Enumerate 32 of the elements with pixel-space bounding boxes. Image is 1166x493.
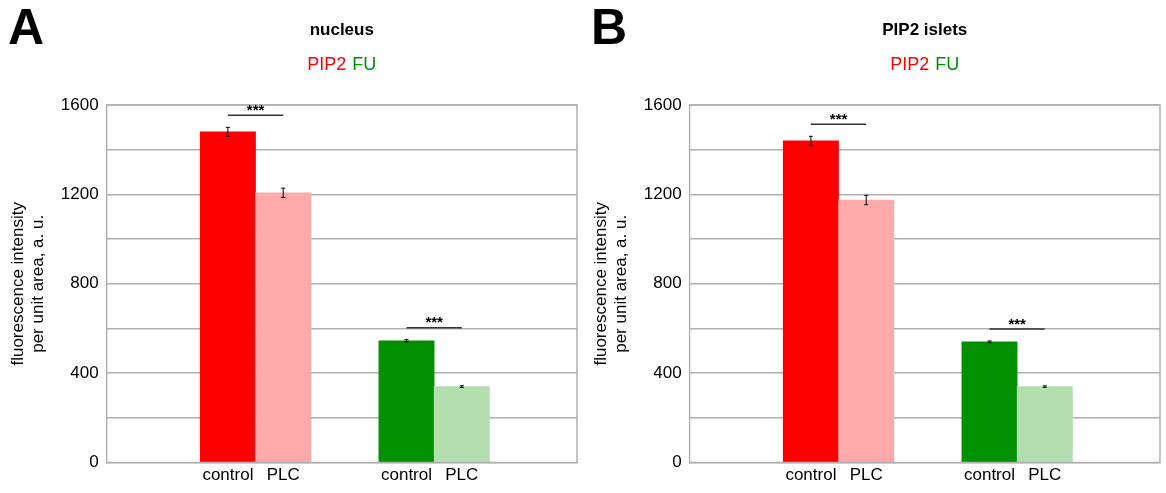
y-tick-label: 1200 [643,184,682,204]
text: PIP2 [890,54,930,74]
y-tick-label: 1600 [60,94,99,114]
text: FU [935,54,960,74]
text: PIP2 [307,54,347,74]
annotation: *** [246,100,265,118]
annotation: *** [425,313,444,331]
text: A [8,0,45,55]
y-tick-label: 400 [70,362,99,382]
chart-title: PIP2 islets [882,20,968,40]
annotation: *** [1008,314,1027,332]
y-tick-label: 800 [70,273,99,293]
text: B [591,0,628,55]
y-tick-label: 400 [653,362,682,382]
y-tick-label: 0 [89,452,99,472]
y-tick-label: 0 [672,452,682,472]
x-tick-label: PLC [445,465,479,485]
y-axis-title: fluorescence intensity per unit area, a. u. [7,201,48,366]
y-tick-label: 1200 [60,184,99,204]
y-axis-title: fluorescence intensity per unit area, a. u. [590,201,631,366]
annotation: *** [829,109,848,127]
chart-title: nucleus [309,20,374,40]
x-tick-label: PLC [266,465,300,485]
y-tick-label: 1600 [643,94,682,114]
x-tick-label: control [380,465,433,485]
x-tick-label: control [963,465,1016,485]
x-tick-label: PLC [849,465,883,485]
text: FU [352,54,377,74]
y-tick-label: 800 [653,273,682,293]
x-tick-label: control [202,465,254,485]
x-tick-label: control [785,465,837,485]
x-tick-label: PLC [1028,465,1062,485]
